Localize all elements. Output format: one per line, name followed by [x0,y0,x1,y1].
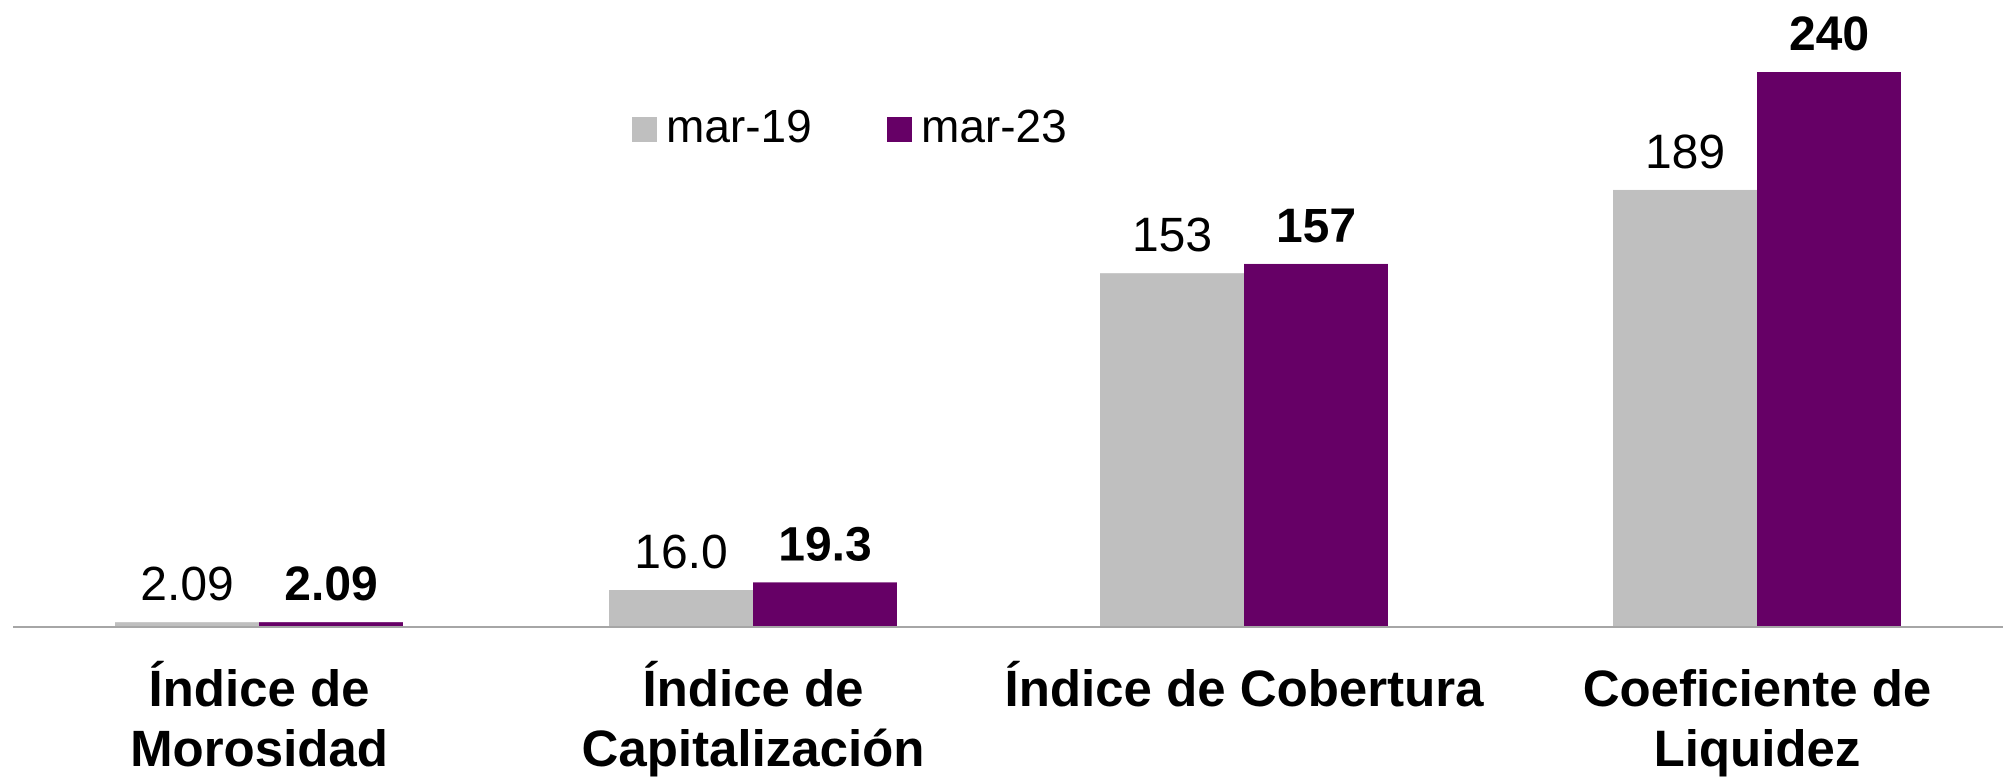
bar [259,622,403,627]
data-label: 2.09 [284,558,377,611]
legend-label: mar-23 [921,100,1067,152]
data-label: 16.0 [634,526,727,579]
bar [1757,72,1901,627]
data-label: 2.09 [140,558,233,611]
x-tick-label: Morosidad [130,720,388,777]
bar [115,622,259,627]
x-tick-label: Capitalización [582,720,925,777]
legend-swatch [632,117,657,142]
x-tick-label: Coeficiente de [1583,660,1932,717]
legend-label: mar-19 [666,100,812,152]
bar [1613,189,1757,627]
data-label: 19.3 [778,518,871,571]
data-label: 153 [1132,209,1212,262]
x-tick-label: Índice de Cobertura [1005,660,1485,717]
data-label: 240 [1789,8,1869,61]
data-label: 157 [1276,200,1356,253]
bar [609,590,753,627]
x-tick-label: Índice de [642,660,863,717]
x-tick-label: Índice de [148,660,369,717]
legend-swatch [887,117,912,142]
data-label: 189 [1645,126,1725,179]
bar [753,582,897,627]
bar [1100,273,1244,627]
bar [1244,263,1388,627]
x-tick-label: Liquidez [1654,720,1861,777]
